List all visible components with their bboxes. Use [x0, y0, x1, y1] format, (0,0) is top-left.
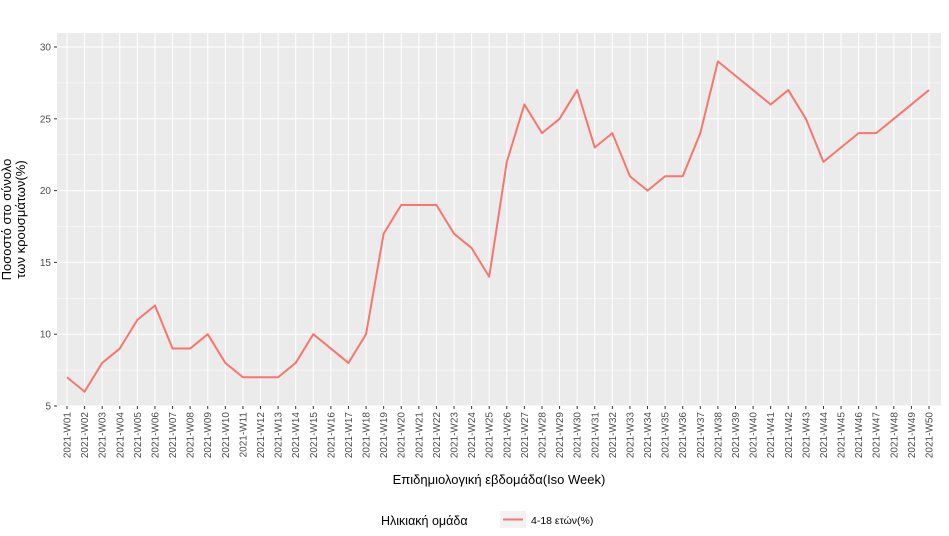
x-tick-label: 2021-W01: [63, 412, 74, 459]
x-tick-label: 2021-W25: [485, 412, 496, 459]
x-tick-label: 2021-W33: [625, 412, 636, 459]
x-tick-label: 2021-W39: [731, 412, 742, 459]
x-tick-label: 2021-W47: [872, 412, 883, 459]
x-tick-label: 2021-W27: [520, 412, 531, 459]
x-tick-label: 2021-W36: [678, 412, 689, 459]
y-tick-label: 25: [40, 114, 52, 125]
y-tick-label: 15: [40, 258, 52, 269]
x-tick-label: 2021-W32: [608, 412, 619, 459]
x-tick-label: 2021-W34: [643, 412, 654, 459]
y-tick-label: 5: [45, 402, 51, 413]
x-tick-label: 2021-W14: [291, 412, 302, 459]
x-tick-label: 2021-W02: [80, 412, 91, 459]
x-tick-label: 2021-W31: [590, 412, 601, 459]
x-tick-label: 2021-W08: [186, 412, 197, 459]
x-tick-label: 2021-W03: [98, 412, 109, 459]
x-tick-label: 2021-W20: [397, 412, 408, 459]
x-tick-label: 2021-W45: [837, 412, 848, 459]
x-tick-label: 2021-W40: [749, 412, 760, 459]
x-tick-label: 2021-W09: [203, 412, 214, 459]
x-tick-label: 2021-W43: [801, 412, 812, 459]
y-tick-label: 30: [40, 43, 52, 54]
x-tick-label: 2021-W21: [414, 412, 425, 459]
x-tick-label: 2021-W29: [555, 412, 566, 459]
series-line: [66, 60, 930, 393]
y-axis: 5 10 15 20 25 30: [40, 43, 57, 413]
x-tick-label: 2021-W49: [907, 412, 918, 459]
x-tick-label: 2021-W30: [573, 412, 584, 459]
x-tick-label: 2021-W44: [819, 412, 830, 459]
x-tick-label: 2021-W10: [221, 412, 232, 459]
plot-panel: [57, 33, 941, 406]
x-tick-label: 2021-W15: [309, 412, 320, 459]
x-tick-label: 2021-W38: [713, 412, 724, 459]
x-tick-label: 2021-W04: [115, 412, 126, 459]
y-axis-title-line-1: Ποσοστό στο σύνολο: [0, 159, 14, 281]
legend-label: 4-18 ετών(%): [531, 515, 593, 527]
x-tick-label: 2021-W50: [925, 412, 936, 459]
x-axis: 2021-W01 2021-W02 2021-W03 2021-W04 2021-W05…: [63, 406, 936, 458]
x-tick-label: 2021-W46: [854, 412, 865, 459]
x-tick-label: 2021-W07: [168, 412, 179, 459]
y-axis-title-line-2: των κρουσμάτων(%): [13, 160, 28, 278]
x-tick-label: 2021-W26: [502, 412, 513, 459]
legend-title: Ηλικιακή ομάδα: [381, 514, 468, 528]
x-tick-label: 2021-W24: [467, 412, 478, 459]
major-gridlines: [57, 33, 941, 407]
x-tick-label: 2021-W17: [344, 412, 355, 459]
x-axis-title: Επιδημιολογική εβδομάδα(Iso Week): [393, 472, 606, 487]
x-tick-label: 2021-W19: [379, 412, 390, 459]
x-tick-label: 2021-W13: [274, 412, 285, 459]
x-tick-label: 2021-W23: [450, 412, 461, 459]
x-tick-label: 2021-W16: [326, 412, 337, 459]
x-tick-label: 2021-W05: [133, 412, 144, 459]
x-tick-label: 2021-W35: [661, 412, 672, 459]
x-tick-label: 2021-W37: [696, 412, 707, 459]
x-tick-label: 2021-W18: [362, 412, 373, 459]
x-tick-label: 2021-W48: [889, 412, 900, 459]
x-tick-label: 2021-W06: [150, 412, 161, 459]
y-tick-label: 10: [40, 330, 52, 341]
x-tick-label: 2021-W12: [256, 412, 267, 459]
x-tick-label: 2021-W11: [238, 412, 249, 458]
series-lines: [66, 60, 930, 393]
y-tick-label: 20: [40, 186, 52, 197]
x-tick-label: 2021-W28: [537, 412, 548, 459]
x-tick-label: 2021-W41: [766, 412, 777, 459]
x-tick-label: 2021-W22: [432, 412, 443, 459]
minor-gridlines: [57, 82, 941, 371]
legend: Ηλικιακή ομάδα 4-18 ετών(%): [381, 511, 593, 528]
x-tick-label: 2021-W42: [784, 412, 795, 459]
